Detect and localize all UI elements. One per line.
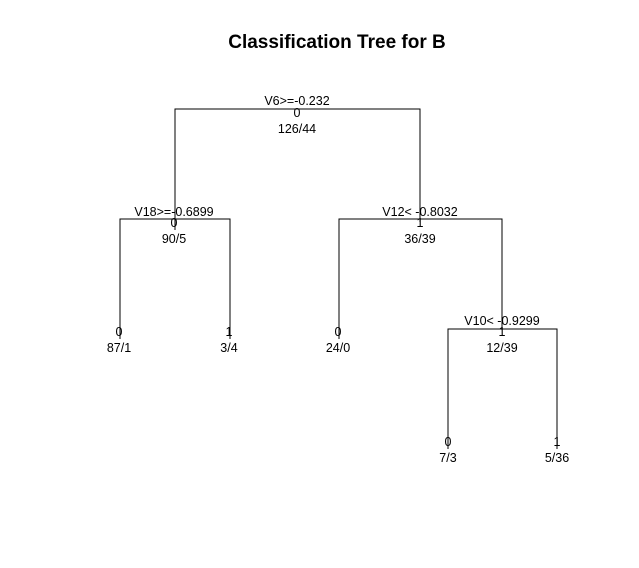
class-label-n7: 1 bbox=[499, 325, 506, 339]
class-label-n4: 0 bbox=[116, 325, 123, 339]
leaf-15: 1 5/36 bbox=[545, 435, 569, 465]
chart-title: Classification Tree for B bbox=[228, 32, 446, 53]
counts-label-n4: 87/1 bbox=[107, 341, 131, 355]
counts-label-n15: 5/36 bbox=[545, 451, 569, 465]
edge-root bbox=[174, 108, 421, 230]
tree-edges bbox=[119, 108, 558, 449]
node-3: V12< -0.8032 1 36/39 bbox=[382, 205, 457, 246]
counts-label-n14: 7/3 bbox=[439, 451, 456, 465]
counts-label-n5: 3/4 bbox=[220, 341, 237, 355]
counts-label-root: 126/44 bbox=[278, 122, 316, 136]
split-label-n7: V10< -0.9299 bbox=[464, 314, 539, 328]
split-label-root: V6>=-0.232 bbox=[264, 94, 329, 108]
counts-label-n2: 90/5 bbox=[162, 232, 186, 246]
counts-label-n7: 12/39 bbox=[486, 341, 517, 355]
counts-label-n3: 36/39 bbox=[404, 232, 435, 246]
class-label-n6: 0 bbox=[335, 325, 342, 339]
leaf-6: 0 24/0 bbox=[326, 325, 350, 355]
edge-n2 bbox=[119, 218, 231, 339]
class-label-n3: 1 bbox=[417, 216, 424, 230]
node-7: V10< -0.9299 1 12/39 bbox=[464, 314, 539, 355]
edge-n3 bbox=[338, 218, 503, 339]
split-label-n2: V18>=-0.6899 bbox=[134, 205, 213, 219]
leaf-14: 0 7/3 bbox=[439, 435, 456, 465]
class-label-n14: 0 bbox=[445, 435, 452, 449]
class-label-root: 0 bbox=[294, 106, 301, 120]
split-label-n3: V12< -0.8032 bbox=[382, 205, 457, 219]
class-label-n15: 1 bbox=[554, 435, 561, 449]
leaf-4: 0 87/1 bbox=[107, 325, 131, 355]
counts-label-n6: 24/0 bbox=[326, 341, 350, 355]
node-root: V6>=-0.232 0 126/44 bbox=[264, 94, 329, 136]
class-label-n2: 0 bbox=[171, 216, 178, 230]
edge-n7 bbox=[447, 328, 558, 449]
class-label-n5: 1 bbox=[226, 325, 233, 339]
node-2: V18>=-0.6899 0 90/5 bbox=[134, 205, 213, 246]
leaf-5: 1 3/4 bbox=[220, 325, 237, 355]
